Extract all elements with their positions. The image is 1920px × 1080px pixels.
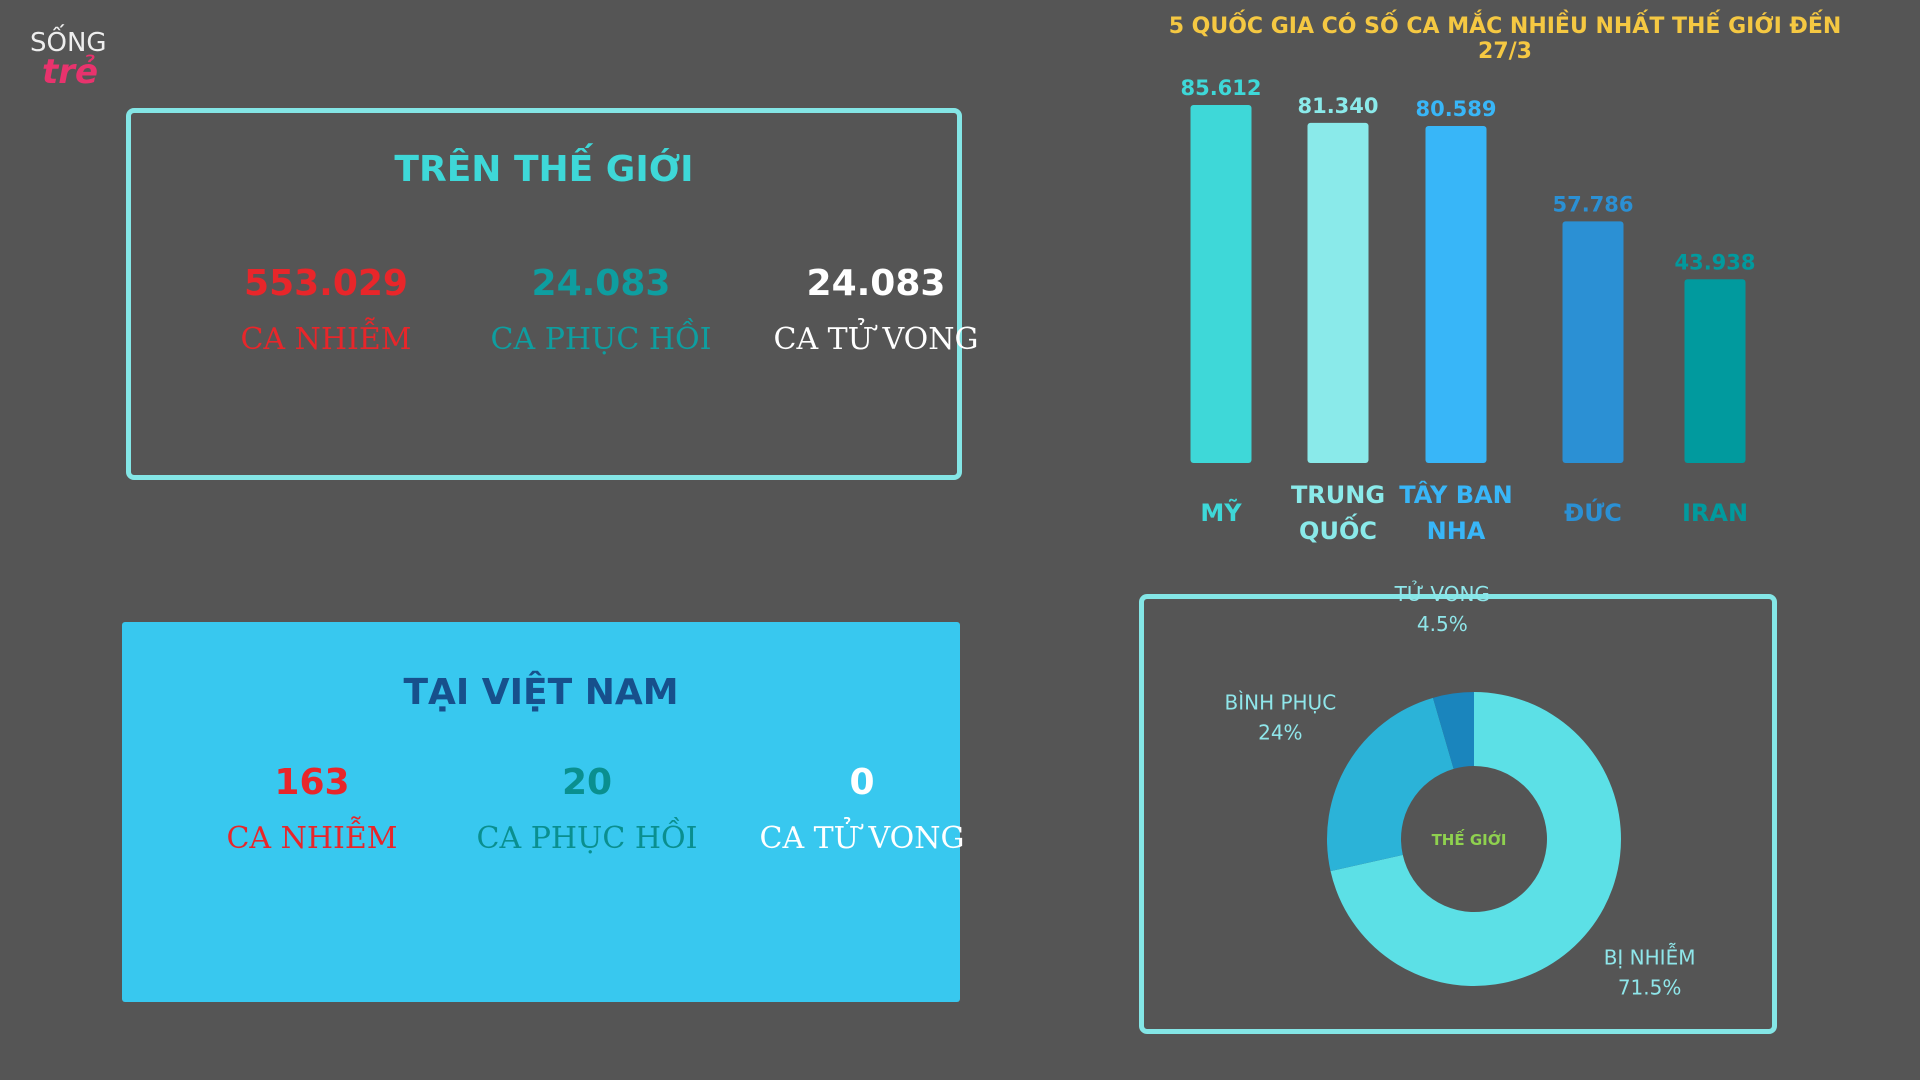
category-label: TÂY BAN NHA: [1399, 481, 1513, 545]
bar-value-label: 81.340: [1297, 94, 1378, 118]
slice-name: TỬ VONG: [1394, 581, 1490, 606]
stat-label: CA NHIỄM: [226, 821, 398, 856]
stat: 0 CA TỬ VONG: [727, 762, 997, 856]
donut-slice: [1327, 697, 1454, 872]
stat: 24.083 CA TỬ VONG: [741, 263, 1011, 357]
stat-label: CA PHỤC HỒI: [476, 821, 698, 856]
bar: [1684, 279, 1746, 463]
stat-value: 0: [849, 762, 875, 803]
donut-slice: [1330, 692, 1621, 986]
vietnam-box: TẠI VIỆT NAM 163 CA NHIỄM 20 CA PHỤC HỒI 0 CA…: [122, 622, 964, 1002]
stat-label: CA PHỤC HỒI: [490, 322, 712, 357]
stat-value: 553.029: [244, 263, 408, 304]
category-label: MỸ: [1200, 499, 1242, 527]
stat-label: CA TỬ VONG: [759, 821, 965, 856]
donut-slice: [1432, 692, 1474, 769]
donut-center-label: THẾ GIỚI: [1432, 828, 1507, 849]
bar-chart-title: 5 QUỐC GIA CÓ SỐ CA MẮC NHIỀU NHẤT THẾ G…: [1168, 14, 1842, 64]
bar-value-label: 85.612: [1180, 76, 1261, 100]
world-box: TRÊN THẾ GIỚI 553.029 CA NHIỄM 24.083 CA PH…: [126, 108, 978, 480]
bar: [1307, 122, 1369, 463]
bar: [1425, 126, 1487, 464]
category-label: IRAN: [1681, 499, 1749, 527]
slice-name: BỊ NHIỄM: [1604, 944, 1696, 970]
bar-value-label: 43.938: [1674, 250, 1755, 274]
donut-box: [1139, 594, 1777, 1034]
stat-value: 24.083: [531, 263, 671, 304]
stat-value: 24.083: [806, 263, 946, 304]
category-label: ĐỨC: [1564, 499, 1622, 527]
stat: 553.029 CA NHIỄM: [191, 263, 461, 357]
stat: 20 CA PHỤC HỒI: [452, 762, 722, 856]
world-title: TRÊN THẾ GIỚI: [394, 149, 694, 190]
slice-value: 24%: [1258, 720, 1302, 744]
slice-name: BÌNH PHỤC: [1224, 690, 1336, 714]
slice-value: 4.5%: [1417, 612, 1468, 636]
category-label: TRUNG QUỐC: [1290, 481, 1386, 545]
bar: [1562, 221, 1624, 463]
logo-top: SỐNG: [30, 28, 107, 58]
stat-label: CA TỬ VONG: [773, 322, 979, 357]
slice-value: 71.5%: [1618, 976, 1682, 1000]
stat: 24.083 CA PHỤC HỒI: [466, 263, 736, 357]
stat: 163 CA NHIỄM: [177, 762, 447, 856]
logo-bottom: trẻ: [42, 52, 99, 92]
vietnam-title: TẠI VIỆT NAM: [403, 672, 679, 713]
bar-value-label: 80.589: [1415, 97, 1496, 121]
stat-label: CA NHIỄM: [240, 322, 412, 357]
bar-value-label: 57.786: [1552, 192, 1633, 216]
bar: [1190, 105, 1252, 463]
stat-value: 163: [274, 762, 350, 803]
stat-value: 20: [561, 762, 613, 803]
